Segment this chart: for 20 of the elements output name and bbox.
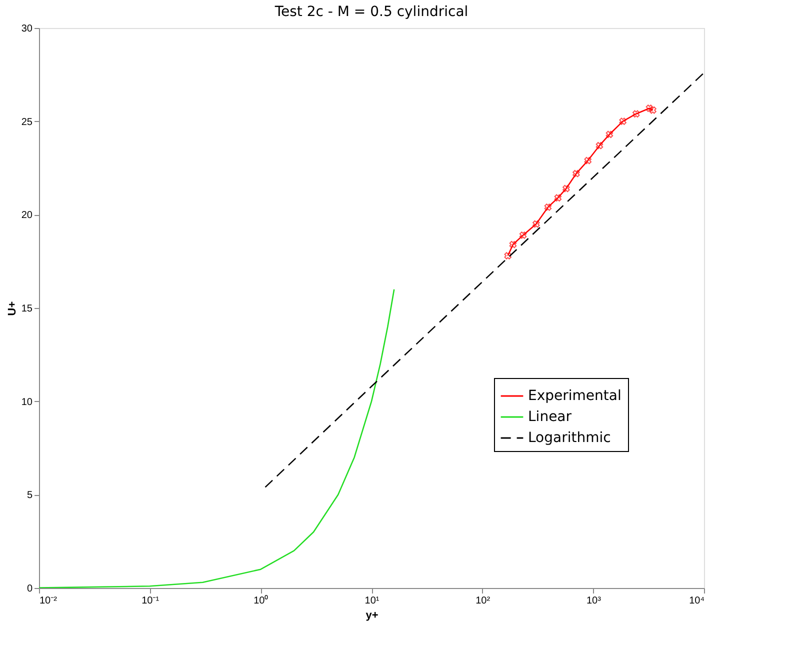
y-tick-label: 25 [21,116,33,128]
legend-label: Experimental [528,388,622,404]
legend-label: Logarithmic [528,430,611,446]
y-tick-label: 15 [21,304,33,314]
x-tick-label: 10⁻² [40,596,58,606]
x-tick-label: 10² [476,596,491,606]
x-axis-title: y+ [366,610,378,622]
y-tick-label: 0 [26,584,33,594]
legend-label: Linear [528,409,572,425]
x-tick-label: 10³ [586,596,602,606]
y-tick-label: 30 [21,24,33,34]
x-tick-label: 10¹ [364,596,380,606]
y-tick-label: 5 [26,490,33,502]
y-axis-title: U+ [6,301,18,316]
chart-title: Test 2c - M = 0.5 cylindrical [274,4,468,20]
x-tick-label: 10⁰ [254,594,269,606]
x-tick-label: 10⁴ [689,596,704,606]
y-tick-label: 10 [21,396,33,408]
x-tick-label: 10⁻¹ [142,596,160,606]
y-tick-label: 20 [21,210,33,222]
